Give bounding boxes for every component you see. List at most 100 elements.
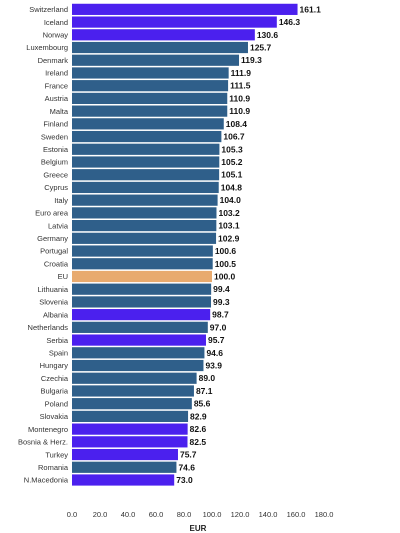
value-label-spain: 94.6 bbox=[206, 348, 223, 358]
bar-ireland bbox=[72, 67, 229, 79]
value-label-euro-area: 103.2 bbox=[218, 208, 240, 218]
value-label-portugal: 100.6 bbox=[215, 246, 237, 256]
category-label-romania: Romania bbox=[38, 463, 69, 472]
category-label-croatia: Croatia bbox=[44, 259, 69, 268]
value-label-denmark: 119.3 bbox=[241, 55, 262, 65]
category-label-germany: Germany bbox=[37, 234, 68, 243]
category-label-iceland: Iceland bbox=[44, 18, 68, 27]
x-tick-label: 180.0 bbox=[315, 510, 334, 519]
value-label-latvia: 103.1 bbox=[218, 221, 240, 231]
category-label-greece: Greece bbox=[43, 170, 68, 179]
category-label-serbia: Serbia bbox=[46, 336, 69, 345]
bar-latvia bbox=[72, 220, 217, 232]
category-label-portugal: Portugal bbox=[40, 247, 68, 256]
category-label-czechia: Czechia bbox=[41, 374, 69, 383]
x-axis-title: EUR bbox=[190, 524, 207, 533]
category-label-turkey: Turkey bbox=[45, 450, 68, 459]
value-label-norway: 130.6 bbox=[257, 30, 279, 40]
bar-n-macedonia bbox=[72, 474, 175, 486]
category-label-cyprus: Cyprus bbox=[44, 183, 68, 192]
category-labels: Switzerland Iceland Norway Luxembourg Denmar… bbox=[18, 5, 69, 485]
bar-switzerland bbox=[72, 3, 298, 15]
category-label-france: France bbox=[45, 81, 68, 90]
bar-austria bbox=[72, 92, 228, 104]
category-label-switzerland: Switzerland bbox=[29, 5, 68, 14]
category-label-finland: Finland bbox=[43, 120, 68, 129]
value-label-malta: 110.9 bbox=[229, 106, 250, 116]
category-label-poland: Poland bbox=[45, 399, 68, 408]
value-label-luxembourg: 125.7 bbox=[250, 43, 272, 53]
value-label-bosnia-herz: 82.5 bbox=[190, 437, 207, 447]
bar-estonia bbox=[72, 143, 220, 155]
category-label-austria: Austria bbox=[45, 94, 69, 103]
value-label-finland: 108.4 bbox=[226, 119, 248, 129]
category-label-bosnia-herz: Bosnia & Herz. bbox=[18, 438, 68, 447]
value-label-austria: 110.9 bbox=[229, 93, 250, 103]
category-label-denmark: Denmark bbox=[38, 56, 69, 65]
category-label-netherlands: Netherlands bbox=[28, 323, 69, 332]
bar-spain bbox=[72, 347, 205, 359]
bar-croatia bbox=[72, 258, 213, 270]
category-label-euro-area: Euro area bbox=[35, 209, 69, 218]
value-label-bulgaria: 87.1 bbox=[196, 386, 213, 396]
value-label-hungary: 93.9 bbox=[205, 361, 222, 371]
bar-denmark bbox=[72, 54, 240, 66]
bar-slovenia bbox=[72, 296, 212, 308]
value-label-czechia: 89.0 bbox=[199, 373, 216, 383]
x-tick-label: 0.0 bbox=[67, 510, 77, 519]
value-label-ireland: 111.9 bbox=[231, 68, 252, 78]
bar-albania bbox=[72, 309, 211, 321]
bar-iceland bbox=[72, 16, 277, 28]
value-label-iceland: 146.3 bbox=[279, 17, 301, 27]
bar-bosnia-herz bbox=[72, 436, 188, 448]
category-label-luxembourg: Luxembourg bbox=[26, 43, 68, 52]
category-label-hungary: Hungary bbox=[40, 361, 69, 370]
value-label-switzerland: 161.1 bbox=[300, 4, 322, 14]
category-label-malta: Malta bbox=[50, 107, 69, 116]
bar-turkey bbox=[72, 448, 178, 461]
value-label-germany: 102.9 bbox=[218, 233, 240, 243]
bar-finland bbox=[72, 118, 224, 130]
value-label-slovakia: 82.9 bbox=[190, 411, 207, 421]
bar-poland bbox=[72, 398, 192, 410]
bar-montenegro bbox=[72, 423, 188, 435]
value-label-france: 111.5 bbox=[230, 81, 251, 91]
x-tick-label: 60.0 bbox=[149, 510, 164, 519]
value-label-albania: 98.7 bbox=[212, 310, 229, 320]
bar-eu bbox=[72, 270, 212, 283]
value-label-eu: 100.0 bbox=[214, 271, 236, 281]
bar-serbia bbox=[72, 334, 206, 346]
category-label-ireland: Ireland bbox=[45, 69, 68, 78]
bar-bulgaria bbox=[72, 385, 194, 397]
bar-belgium bbox=[72, 156, 220, 168]
x-tick-label: 160.0 bbox=[287, 510, 306, 519]
value-label-italy: 104.0 bbox=[220, 195, 242, 205]
value-label-poland: 85.6 bbox=[194, 399, 211, 409]
value-label-lithuania: 99.4 bbox=[213, 284, 230, 294]
category-label-eu: EU bbox=[58, 272, 68, 281]
bar-hungary bbox=[72, 359, 204, 372]
category-label-norway: Norway bbox=[43, 31, 69, 40]
bar-romania bbox=[72, 461, 177, 473]
bar-france bbox=[72, 80, 229, 92]
x-tick-label: 80.0 bbox=[177, 510, 192, 519]
value-label-belgium: 105.2 bbox=[221, 157, 243, 167]
bar-luxembourg bbox=[72, 41, 248, 54]
value-label-montenegro: 82.6 bbox=[190, 424, 207, 434]
bar-greece bbox=[72, 169, 220, 181]
x-axis: 0.0 20.0 40.0 60.0 80.0 100.0 120.0 140.0 160.0 1… bbox=[67, 510, 334, 519]
value-label-serbia: 95.7 bbox=[208, 335, 225, 345]
value-label-netherlands: 97.0 bbox=[210, 322, 227, 332]
category-label-bulgaria: Bulgaria bbox=[40, 387, 68, 396]
value-label-cyprus: 104.8 bbox=[221, 182, 243, 192]
value-label-romania: 74.6 bbox=[178, 462, 195, 472]
value-label-greece: 105.1 bbox=[221, 170, 243, 180]
bar-netherlands bbox=[72, 321, 208, 333]
bars-layer bbox=[72, 3, 298, 486]
bar-germany bbox=[72, 232, 217, 244]
bar-czechia bbox=[72, 372, 197, 384]
category-label-spain: Spain bbox=[49, 349, 68, 358]
bar-norway bbox=[72, 29, 255, 41]
